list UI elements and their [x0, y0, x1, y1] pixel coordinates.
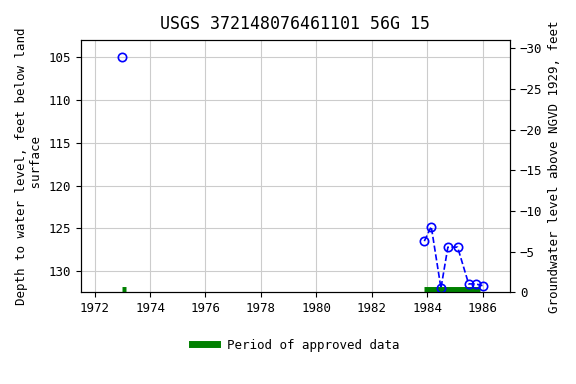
Title: USGS 372148076461101 56G 15: USGS 372148076461101 56G 15 [161, 15, 430, 33]
Y-axis label: Groundwater level above NGVD 1929, feet: Groundwater level above NGVD 1929, feet [548, 20, 561, 313]
Y-axis label: Depth to water level, feet below land
 surface: Depth to water level, feet below land su… [15, 28, 43, 305]
Legend: Period of approved data: Period of approved data [187, 334, 404, 357]
